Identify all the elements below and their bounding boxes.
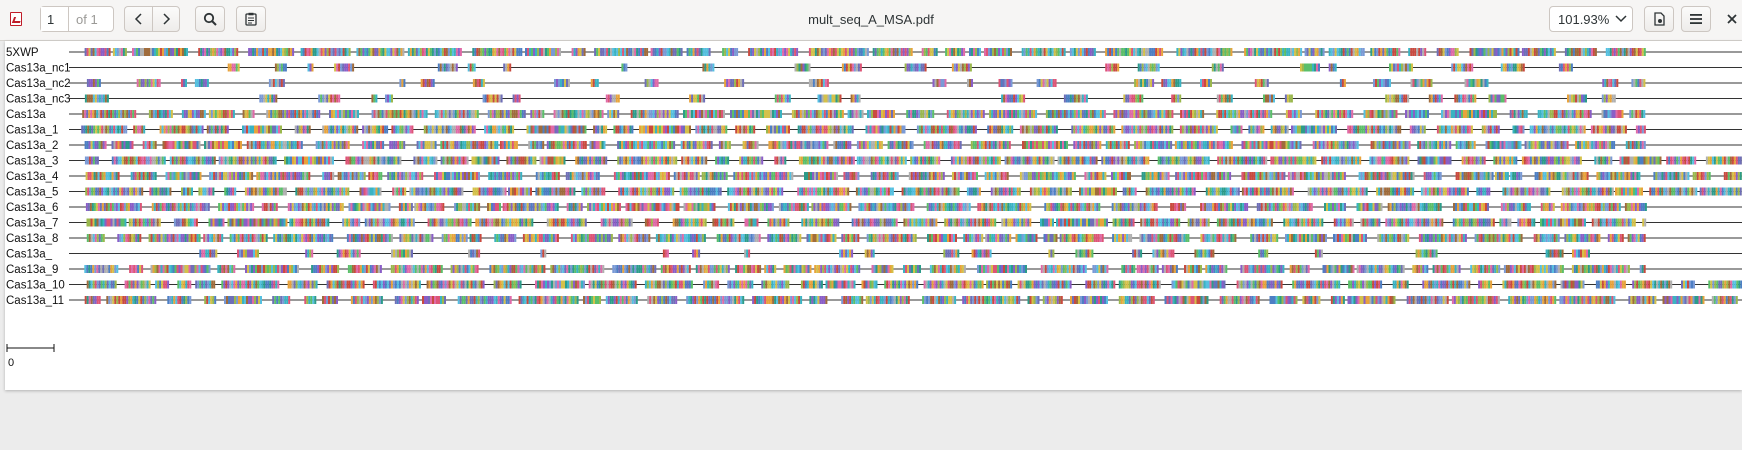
document-properties-button[interactable]	[1644, 6, 1674, 32]
sequence-labels: 5XWP Cas13a_nc1 Cas13a_nc2 Cas13a_nc3 Cas13a…	[6, 47, 71, 307]
sequence-label: Cas13a_	[6, 249, 53, 261]
sequence-track	[69, 94, 1742, 103]
clipboard-icon	[245, 12, 257, 26]
sequence-label: Cas13a_1	[6, 125, 58, 137]
sequence-label: Cas13a_10	[6, 280, 65, 292]
sequence-label: Cas13a_9	[6, 264, 58, 276]
sequence-track	[69, 63, 1742, 72]
sequence-label: Cas13a_6	[6, 202, 58, 214]
search-icon	[203, 12, 217, 26]
sequence-label: 5XWP	[6, 47, 39, 59]
sequence-track	[69, 110, 1742, 118]
search-button[interactable]	[195, 6, 225, 32]
page-number-input[interactable]	[41, 7, 69, 31]
sequence-track	[69, 141, 1742, 149]
sequence-track	[69, 280, 1742, 289]
scale-bar: 0	[6, 344, 55, 369]
toolbar: of 1 mult_seq_A_MSA.pdf 101.93%	[0, 0, 1742, 41]
next-page-button[interactable]	[152, 6, 180, 32]
sequence-label: Cas13a_nc2	[6, 78, 71, 90]
pdf-page: 5XWP Cas13a_nc1 Cas13a_nc2 Cas13a_nc3 Cas13a…	[5, 41, 1742, 390]
annotations-button[interactable]	[236, 6, 266, 32]
hamburger-menu-icon	[1690, 14, 1702, 24]
sequence-label: Cas13a_nc1	[6, 63, 71, 75]
chevron-right-icon	[163, 13, 171, 25]
sequence-label: Cas13a_11	[6, 295, 64, 307]
sequence-track	[69, 203, 1742, 211]
zoom-value: 101.93%	[1558, 11, 1610, 27]
zoom-select[interactable]: 101.93%	[1549, 6, 1633, 32]
pdf-icon	[10, 12, 22, 26]
sequence-track	[69, 218, 1742, 227]
scale-label: 0	[8, 357, 14, 369]
sequence-track	[69, 296, 1742, 304]
chevron-left-icon	[134, 13, 142, 25]
sequence-track	[69, 172, 1742, 180]
document-icon	[1654, 12, 1665, 26]
page-count-label: of 1	[76, 11, 98, 27]
sequence-tracks	[69, 48, 1742, 304]
sequence-track	[69, 125, 1742, 134]
page-navigator: of 1	[40, 6, 114, 32]
page-nav-group	[124, 6, 180, 32]
msa-alignment-figure: 5XWP Cas13a_nc1 Cas13a_nc2 Cas13a_nc3 Cas13a…	[6, 47, 1742, 369]
sequence-track	[69, 48, 1742, 56]
sequence-label: Cas13a_8	[6, 233, 58, 245]
sequence-label: Cas13a_2	[6, 140, 58, 152]
close-icon	[1727, 14, 1737, 24]
sequence-label: Cas13a_4	[6, 171, 59, 183]
close-button[interactable]	[1726, 12, 1740, 28]
sequence-track	[69, 79, 1742, 87]
sequence-label: Cas13a_5	[6, 187, 58, 199]
sequence-label: Cas13a_nc3	[6, 94, 71, 106]
sequence-track	[69, 234, 1742, 242]
main-menu-button[interactable]	[1681, 6, 1711, 32]
sequence-track	[69, 187, 1742, 196]
sequence-label: Cas13a_3	[6, 156, 58, 168]
previous-page-button[interactable]	[124, 6, 152, 32]
sequence-track	[69, 265, 1742, 273]
sequence-track	[69, 249, 1742, 258]
sequence-label: Cas13a	[6, 109, 46, 121]
sequence-label: Cas13a_7	[6, 218, 58, 230]
chevron-down-icon	[1615, 15, 1627, 23]
sequence-track	[69, 156, 1742, 165]
